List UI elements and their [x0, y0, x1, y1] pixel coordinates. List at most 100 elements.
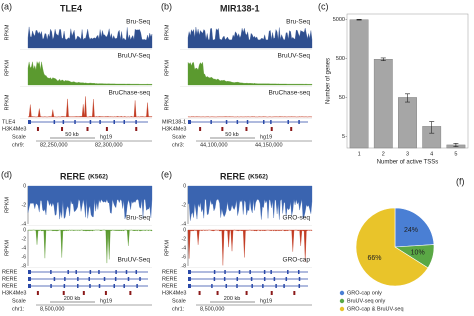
exon — [236, 120, 239, 124]
exon — [273, 277, 276, 281]
y-tick-label: 5000 — [333, 17, 345, 23]
exon — [246, 120, 249, 124]
legend-swatch — [339, 306, 345, 312]
exon — [249, 270, 251, 274]
mark-peak — [104, 291, 107, 295]
exon — [63, 284, 66, 288]
track-tick: -4 — [182, 221, 187, 227]
mark-peak — [82, 291, 85, 295]
exon — [75, 270, 77, 274]
exon — [99, 120, 101, 124]
legend-label: BruUV-seq only — [347, 298, 385, 304]
exon — [188, 277, 191, 281]
exon — [236, 277, 239, 281]
bar — [349, 19, 369, 149]
exon — [275, 284, 277, 288]
exon — [238, 270, 241, 274]
track-axis-label: RPKM — [164, 240, 170, 256]
track-axis-label: RPKM — [164, 24, 170, 40]
track-name: Bru-Seq — [126, 215, 150, 222]
gene-track-label: RERE — [2, 283, 18, 289]
exon — [188, 284, 191, 288]
gene-title: MIR138-1 — [220, 3, 260, 13]
position: 82,250,000 — [40, 142, 68, 148]
legend-swatch — [339, 290, 345, 296]
mark-label: H3K4Me3 — [2, 126, 26, 132]
track-axis-label: RPKM — [164, 60, 170, 76]
gene-title: TLE4 — [60, 3, 82, 13]
track-tick: 0 — [23, 227, 26, 233]
exon — [188, 120, 191, 124]
exon — [127, 277, 130, 281]
legend-label: GRO-cap & BruUV-seq — [347, 306, 404, 312]
assembly: hg19 — [100, 298, 112, 304]
cell-line: (K562) — [248, 174, 268, 181]
mark-peak — [198, 291, 201, 295]
mark-peak — [61, 127, 64, 131]
exon — [211, 284, 213, 288]
exon — [98, 284, 101, 288]
legend-swatch — [339, 298, 345, 304]
exon — [125, 270, 128, 274]
gene-track-label: RERE — [162, 269, 178, 275]
exon — [224, 270, 226, 274]
exon — [114, 277, 117, 281]
chrom: chr9: — [12, 142, 25, 148]
track-tick: 0 — [183, 227, 186, 233]
track-axis-label: RPKM — [4, 24, 10, 40]
mark-peak — [245, 127, 248, 131]
mark-peak — [36, 127, 39, 131]
exon — [236, 284, 238, 288]
pie-slice — [394, 207, 435, 248]
exon — [225, 120, 228, 124]
track-axis-label: RPKM — [164, 94, 170, 110]
exon — [139, 277, 141, 281]
exon — [210, 120, 212, 124]
mark-peak — [293, 291, 296, 295]
exon — [263, 277, 266, 281]
exon — [77, 284, 79, 288]
signal — [187, 26, 313, 49]
track-tick: -2 — [182, 236, 187, 242]
mark-peak — [105, 127, 108, 131]
position: 44,150,000 — [255, 142, 283, 148]
x-tick-label: 1 — [358, 151, 361, 157]
mark-peak — [62, 291, 65, 295]
mark-peak — [135, 127, 138, 131]
track-name: Bru-Seq — [286, 19, 310, 26]
mark-peak — [86, 127, 89, 131]
panel-label: (c) — [318, 1, 329, 11]
track-name: BruUV-Seq — [117, 53, 150, 60]
exon — [50, 270, 52, 274]
scale-bar-label: 50 kb — [65, 132, 78, 138]
exon — [88, 277, 91, 281]
track-name: GRO-seq — [283, 215, 311, 222]
pie-slice — [355, 207, 429, 287]
exon — [64, 277, 66, 281]
mark-peak — [221, 127, 224, 131]
chrom: chr1: — [172, 306, 185, 312]
panel-label: (d) — [1, 169, 12, 179]
exon — [103, 277, 106, 281]
exon — [262, 120, 265, 124]
gene-track-label: MIR138-1 — [162, 119, 186, 125]
track-name: GRO-cap — [283, 257, 311, 264]
track-tick: -4 — [22, 221, 27, 227]
legend-label: GRO-cap only — [347, 290, 382, 296]
mark-label: H3K4Me3 — [2, 290, 26, 296]
slice-label: 10% — [411, 250, 425, 257]
position: 8,500,000 — [200, 306, 224, 312]
chrom: chr3: — [172, 142, 185, 148]
panel-label: (a) — [1, 1, 12, 11]
exon — [53, 120, 56, 124]
mark-peak — [36, 291, 39, 295]
exon — [89, 270, 92, 274]
track-tick: -2 — [22, 202, 27, 208]
x-tick-label: 3 — [406, 151, 409, 157]
panel-label: (e) — [161, 169, 172, 179]
exon — [123, 284, 125, 288]
y-tick-label: 5 — [342, 134, 345, 140]
exon — [283, 284, 285, 288]
x-axis-label: Number of active TSSs — [377, 160, 439, 166]
